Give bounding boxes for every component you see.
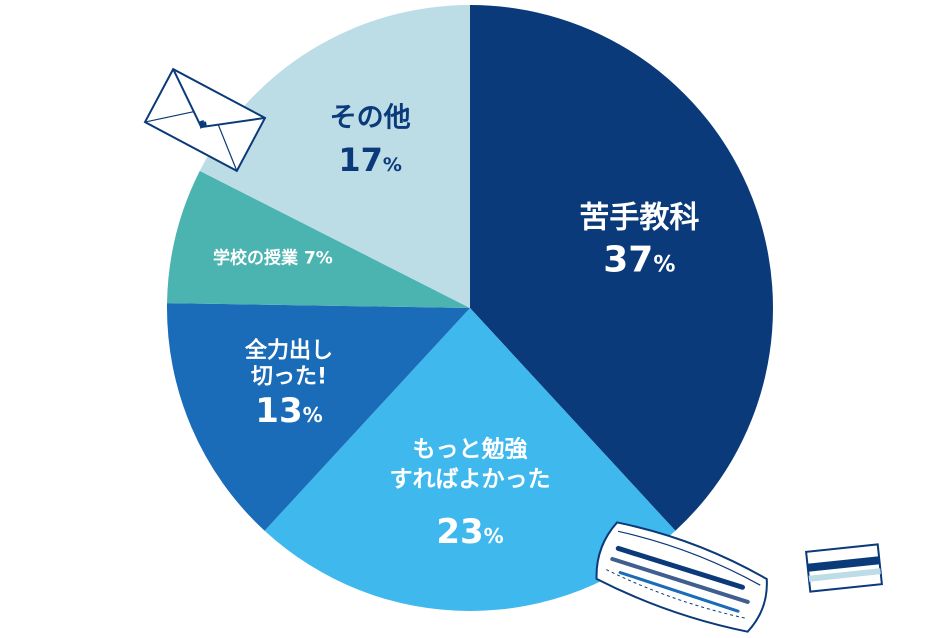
slice-category-label: 苦手教科 bbox=[579, 200, 699, 235]
slice-label-4: 学校の授業 7% bbox=[213, 248, 333, 269]
slice-category-label: 切った! bbox=[251, 364, 327, 389]
slice-percent-label: 17% bbox=[338, 141, 402, 179]
pie-slice-4 bbox=[167, 170, 470, 308]
slice-category-label: すればよかった bbox=[390, 466, 551, 492]
slice-category-label: もっと勉強 bbox=[413, 435, 528, 462]
slice-category-label: 学校の授業 7% bbox=[213, 248, 333, 269]
pie-slice-2 bbox=[264, 308, 676, 611]
pie-slice-3 bbox=[167, 303, 470, 531]
pie-slice-5 bbox=[199, 5, 470, 308]
envelope-icon bbox=[143, 67, 267, 173]
pie-slice-1 bbox=[470, 5, 773, 531]
pencil-case-icon bbox=[595, 521, 768, 633]
slice-percent-label: 23% bbox=[436, 512, 503, 552]
slice-percent-label: 13% bbox=[255, 391, 322, 431]
slice-category-label: その他 bbox=[330, 102, 411, 133]
slice-label-1: 苦手教科 37% bbox=[579, 200, 699, 280]
slice-percent-label: 37% bbox=[603, 239, 675, 280]
slice-category-label: 全力出し bbox=[244, 337, 333, 363]
pie-slices bbox=[167, 5, 773, 611]
slice-label-5: その他 17% bbox=[330, 102, 411, 179]
eraser-icon bbox=[805, 543, 883, 593]
